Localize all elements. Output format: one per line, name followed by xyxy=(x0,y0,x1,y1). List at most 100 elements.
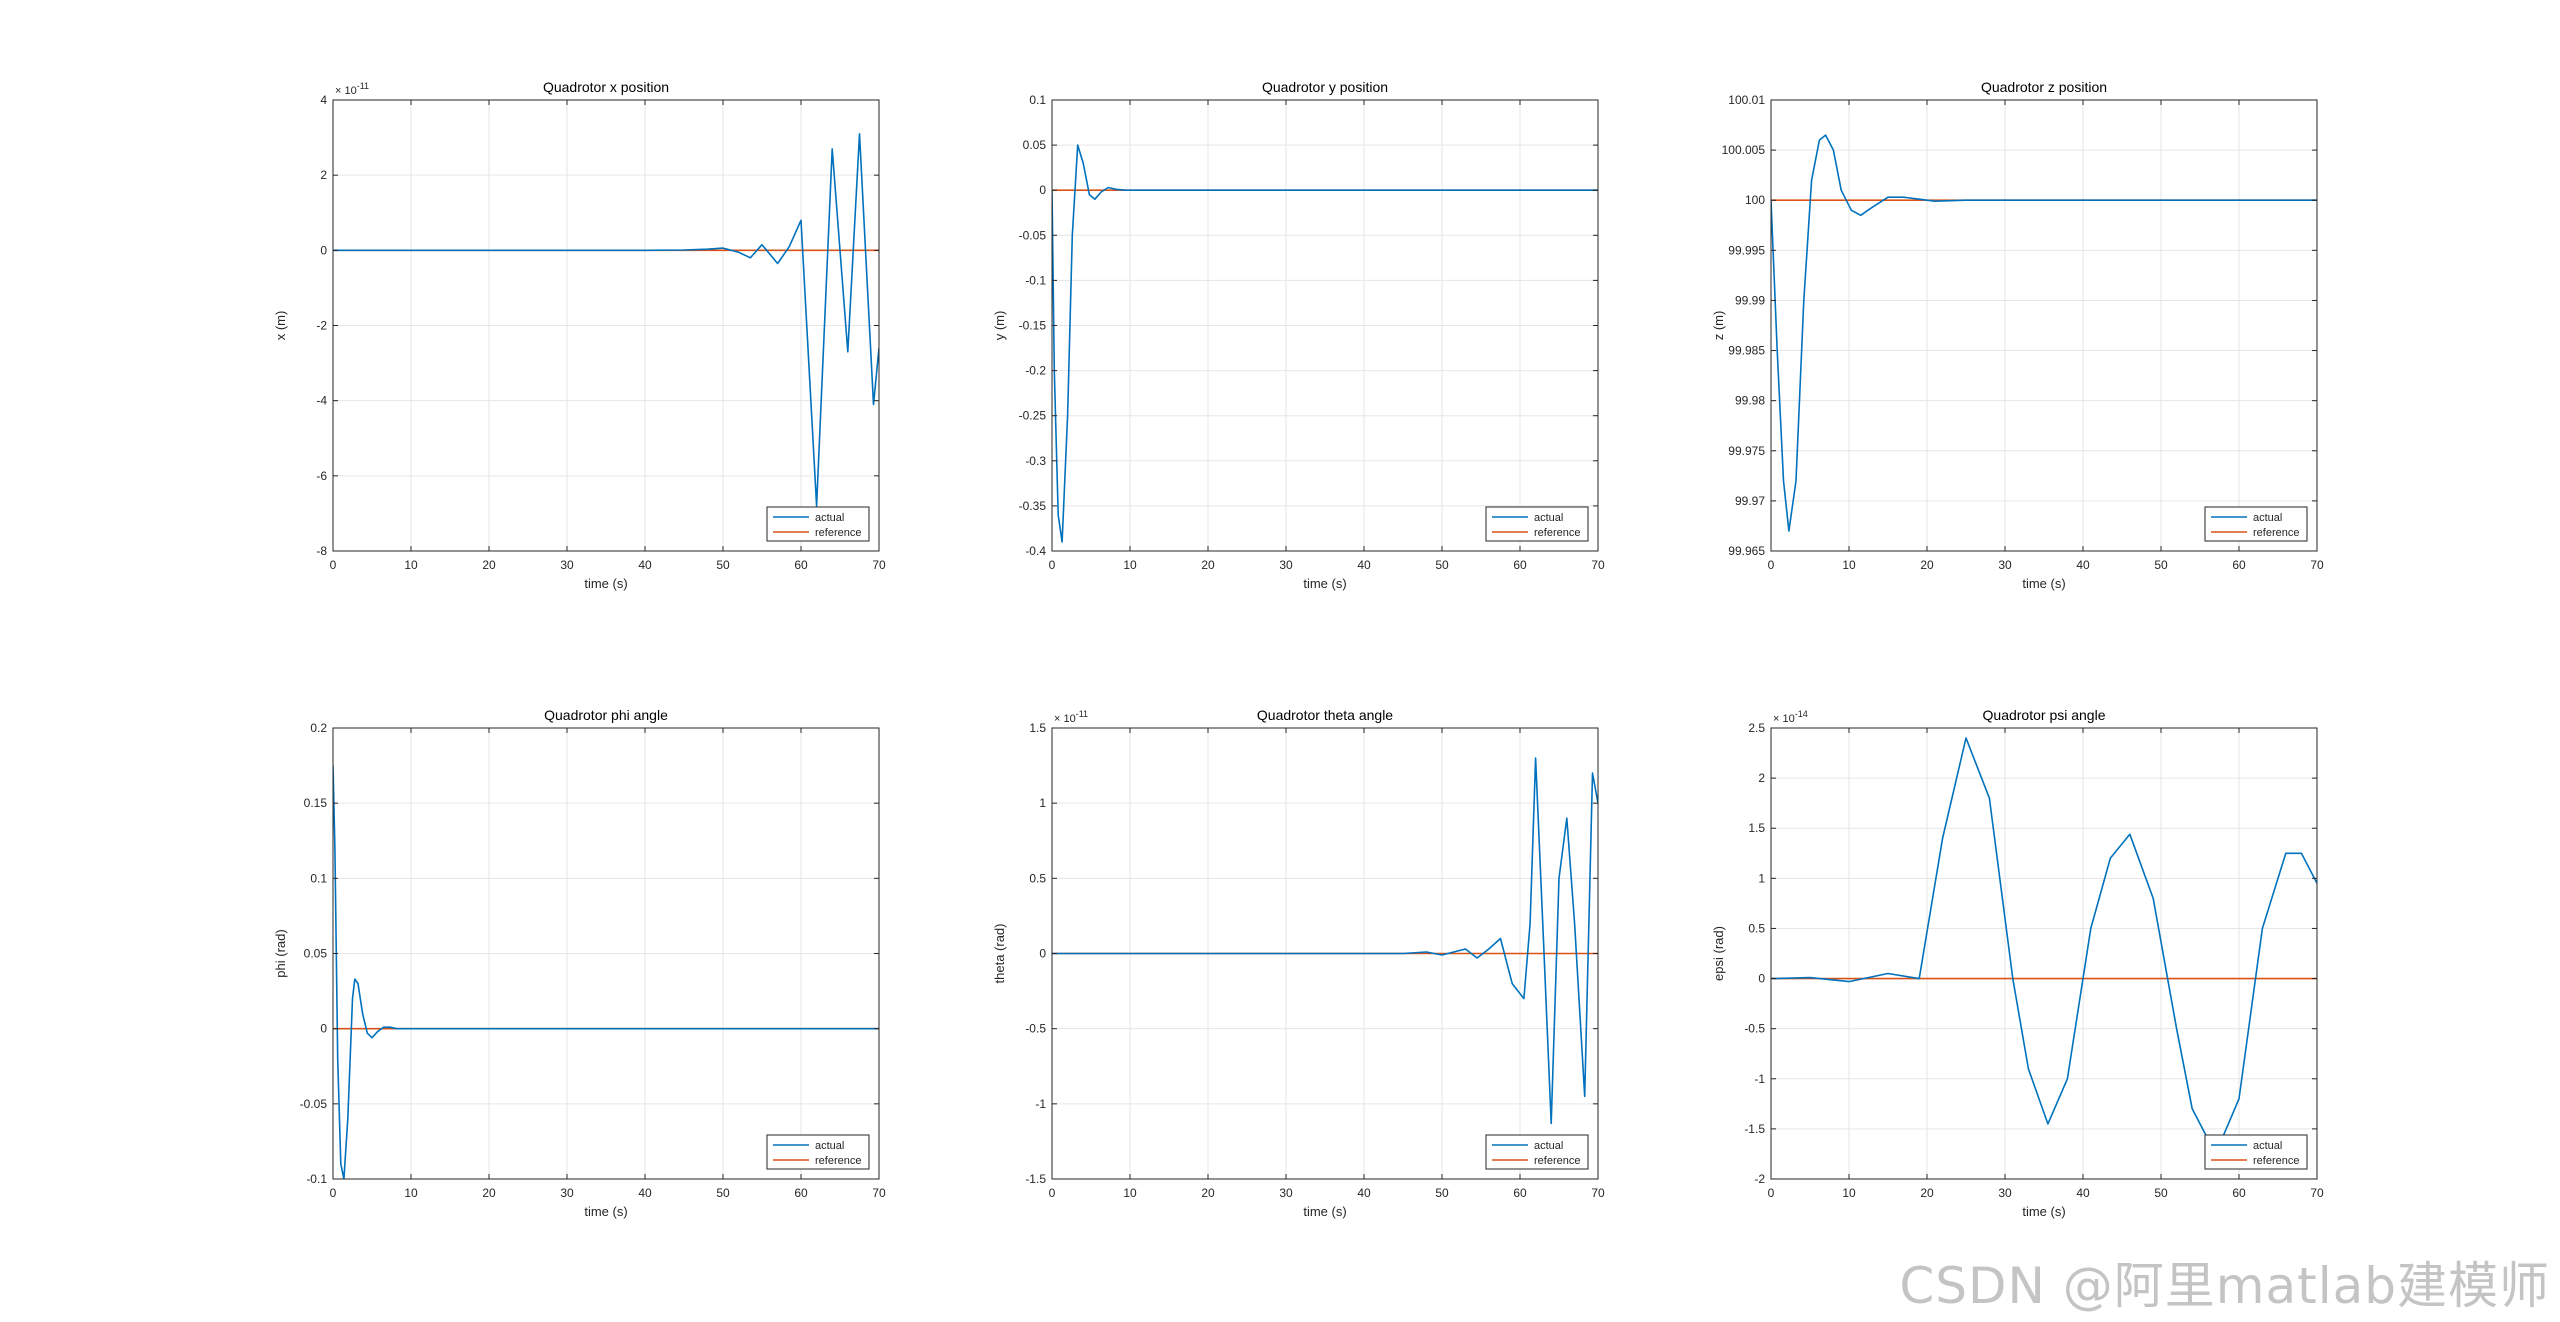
legend-label-reference: reference xyxy=(815,527,861,539)
legend-label-reference: reference xyxy=(2253,527,2299,539)
y-tick-label: -2 xyxy=(1754,1172,1765,1186)
x-tick-label: 40 xyxy=(1357,1186,1371,1200)
legend: actual reference xyxy=(766,1134,870,1170)
y-tick-label: 99.98 xyxy=(1735,394,1765,408)
legend: actual reference xyxy=(1485,506,1589,542)
legend-label-reference: reference xyxy=(1534,1155,1580,1167)
x-axis-label: time (s) xyxy=(2022,576,2065,591)
x-tick-label: 20 xyxy=(1201,1186,1215,1200)
y-tick-label: -0.3 xyxy=(1025,454,1046,468)
x-tick-label: 70 xyxy=(872,1186,886,1200)
y-tick-label: 0.15 xyxy=(304,796,328,810)
y-tick-label: -1 xyxy=(1035,1097,1046,1111)
series-line-actual xyxy=(1052,757,1598,1125)
y-tick-label: -0.1 xyxy=(1025,273,1046,287)
y-tick-label: 2 xyxy=(1758,771,1765,785)
x-tick-label: 10 xyxy=(404,558,418,572)
x-tick-label: 70 xyxy=(2310,1186,2324,1200)
y-tick-label: 0.5 xyxy=(1029,871,1046,885)
x-tick-label: 10 xyxy=(1123,1186,1137,1200)
legend-label-reference: reference xyxy=(2253,1155,2299,1167)
y-tick-label: -0.05 xyxy=(1019,228,1047,242)
legend-label-actual: actual xyxy=(2253,512,2282,524)
legend-box xyxy=(1485,1134,1589,1170)
y-tick-label: -0.35 xyxy=(1019,499,1047,513)
chart-title: Quadrotor y position xyxy=(1262,79,1388,95)
y-tick-label: -1.5 xyxy=(1025,1172,1046,1186)
x-axis-label: time (s) xyxy=(584,1204,627,1219)
chart-title: Quadrotor psi angle xyxy=(1983,707,2106,723)
y-tick-label: 0 xyxy=(320,1022,327,1036)
series-line-actual xyxy=(1771,737,2317,1155)
y-tick-label: 0.1 xyxy=(310,871,327,885)
y-tick-label: -0.5 xyxy=(1025,1022,1046,1036)
legend-label-actual: actual xyxy=(2253,1140,2282,1152)
x-tick-label: 30 xyxy=(1998,1186,2012,1200)
y-axis-label: z (m) xyxy=(1711,311,1726,341)
y-tick-label: -0.5 xyxy=(1744,1022,1765,1036)
x-tick-label: 50 xyxy=(716,558,730,572)
legend-label-reference: reference xyxy=(815,1155,861,1167)
axis-exponent-label: × 10-11 xyxy=(1054,709,1088,725)
series-line-actual xyxy=(333,765,879,1179)
legend-label-reference: reference xyxy=(1534,527,1580,539)
legend: actual reference xyxy=(1485,1134,1589,1170)
series-line-actual xyxy=(1052,144,1598,543)
y-tick-label: 0 xyxy=(1039,183,1046,197)
x-tick-label: 30 xyxy=(1279,558,1293,572)
y-tick-label: -2 xyxy=(316,319,327,333)
y-tick-label: 1.5 xyxy=(1029,721,1046,735)
y-axis-label: y (m) xyxy=(992,311,1007,341)
y-tick-label: -4 xyxy=(316,394,327,408)
chart-title: Quadrotor x position xyxy=(543,79,669,95)
x-tick-label: 60 xyxy=(1513,1186,1527,1200)
y-tick-label: -0.25 xyxy=(1019,409,1047,423)
x-tick-label: 60 xyxy=(1513,558,1527,572)
y-tick-label: 100.005 xyxy=(1722,143,1766,157)
y-tick-label: 99.985 xyxy=(1728,344,1765,358)
y-tick-label: 1 xyxy=(1758,871,1765,885)
legend-box xyxy=(1485,506,1589,542)
chart-title: Quadrotor theta angle xyxy=(1257,707,1393,723)
x-tick-label: 20 xyxy=(1920,558,1934,572)
x-tick-label: 0 xyxy=(1768,558,1775,572)
legend-label-actual: actual xyxy=(815,1140,844,1152)
y-tick-label: 1 xyxy=(1039,796,1046,810)
y-axis-label: epsi (rad) xyxy=(1711,926,1726,981)
y-tick-label: 99.99 xyxy=(1735,293,1765,307)
y-tick-label: -0.4 xyxy=(1025,544,1046,558)
y-axis-label: phi (rad) xyxy=(273,929,288,977)
y-tick-label: 0.2 xyxy=(310,721,327,735)
chart-panel: 0 10 20 30 40 50 60 70 -1.5 -1 -0.5 0 0.5 1 1.5 × 10-11… xyxy=(992,707,1605,1219)
axes-box xyxy=(1770,99,2318,552)
x-tick-label: 30 xyxy=(1998,558,2012,572)
legend-box xyxy=(2204,1134,2308,1170)
axis-exponent-label: × 10-14 xyxy=(1773,709,1808,725)
x-axis-label: time (s) xyxy=(1303,1204,1346,1219)
y-tick-label: 99.97 xyxy=(1735,494,1765,508)
x-tick-label: 30 xyxy=(560,558,574,572)
watermark: CSDN @阿里matlab建模师 xyxy=(1899,1257,2550,1315)
y-axis-label: theta (rad) xyxy=(992,924,1007,984)
y-tick-label: -6 xyxy=(316,469,327,483)
chart-title: Quadrotor phi angle xyxy=(544,707,668,723)
y-tick-label: -0.15 xyxy=(1019,319,1047,333)
x-tick-label: 20 xyxy=(1920,1186,1934,1200)
x-tick-label: 40 xyxy=(638,1186,652,1200)
legend-box xyxy=(766,506,870,542)
y-tick-label: 2.5 xyxy=(1748,721,1765,735)
series-line-actual xyxy=(1771,134,2317,532)
legend-box xyxy=(766,1134,870,1170)
x-tick-label: 40 xyxy=(1357,558,1371,572)
chart-panel: 0 10 20 30 40 50 60 70 -2 -1.5 -1 -0.5 0 0.5 1 1.5 2 2.5 ×… xyxy=(1711,707,2324,1219)
y-tick-label: 0 xyxy=(1039,947,1046,961)
chart-title: Quadrotor z position xyxy=(1981,79,2107,95)
y-axis-label: x (m) xyxy=(273,311,288,341)
y-tick-label: 100 xyxy=(1745,193,1765,207)
x-tick-label: 0 xyxy=(1049,558,1056,572)
x-tick-label: 70 xyxy=(1591,558,1605,572)
y-tick-label: -0.2 xyxy=(1025,364,1046,378)
x-tick-label: 0 xyxy=(1768,1186,1775,1200)
x-tick-label: 10 xyxy=(1842,558,1856,572)
